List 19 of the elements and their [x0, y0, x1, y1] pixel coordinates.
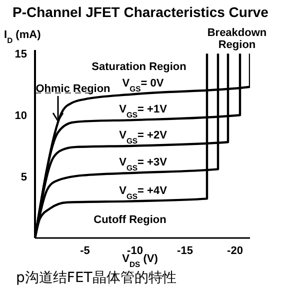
- series-label: V$_{GS}$= +4V: [119, 184, 168, 200]
- y-axis-title: I$_{D}$ (mA): [4, 29, 42, 44]
- y-tick-label: 15: [14, 48, 27, 61]
- series-label: V$_{GS}$= +1V: [119, 104, 168, 120]
- series-label: V$_{GS}$= +3V: [119, 156, 168, 172]
- x-tick-label: -20: [227, 244, 243, 257]
- annotation: Cutoff Region: [94, 214, 167, 226]
- text: p沟道结FET晶体管的特性: [16, 269, 176, 287]
- y-tick-label: 5: [20, 171, 27, 184]
- chart-title: P-Channel JFET Characteristics Curve: [12, 4, 269, 20]
- x-axis-title: V$_{DS}$ (V): [122, 253, 158, 268]
- annotation: Breakdown Region: [207, 27, 267, 51]
- series-label: V$_{GS}$= +2V: [119, 129, 168, 145]
- x-tick-label: -5: [80, 244, 90, 257]
- x-tick-label: -15: [177, 244, 193, 257]
- annotation: Saturation Region: [92, 61, 187, 73]
- y-tick-label: 10: [14, 110, 27, 122]
- annotation: Ohmic Region: [36, 83, 111, 95]
- series-label: V$_{GS}$= 0V: [122, 78, 164, 94]
